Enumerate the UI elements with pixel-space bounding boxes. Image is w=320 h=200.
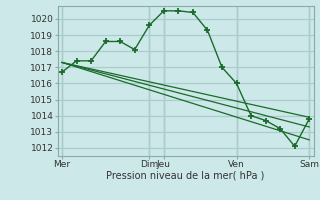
- X-axis label: Pression niveau de la mer( hPa ): Pression niveau de la mer( hPa ): [107, 171, 265, 181]
